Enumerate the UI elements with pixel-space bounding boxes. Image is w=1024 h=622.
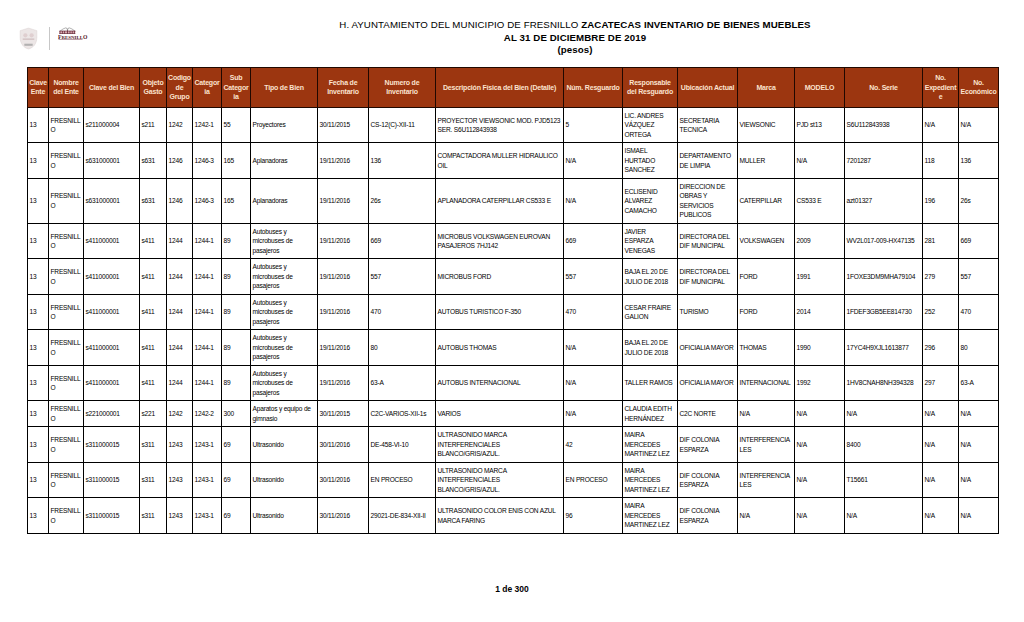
svg-text:FRESNILLO: FRESNILLO [58, 34, 88, 40]
